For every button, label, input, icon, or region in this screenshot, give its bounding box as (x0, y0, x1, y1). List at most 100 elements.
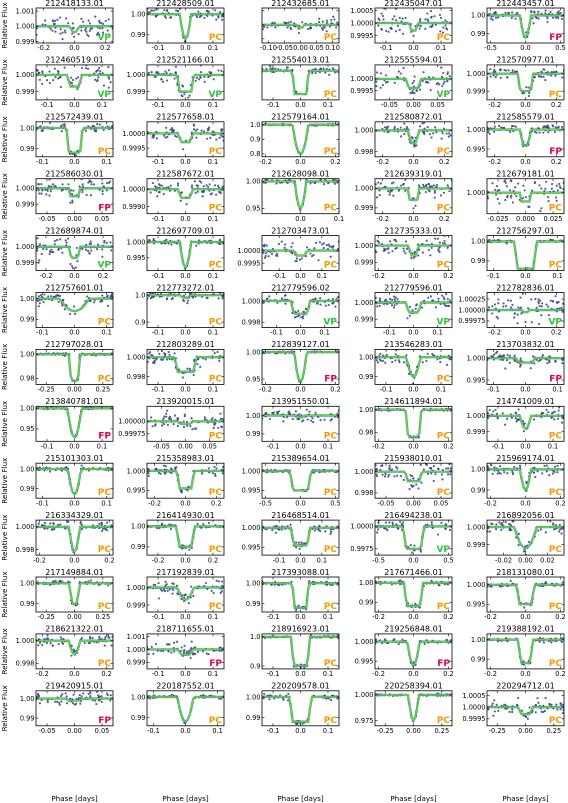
class-label: FP (549, 33, 562, 43)
data-point (387, 190, 390, 193)
panel-plot-area (375, 8, 452, 37)
data-point (330, 18, 333, 22)
data-point (160, 78, 163, 81)
data-point (495, 193, 498, 196)
data-point (321, 20, 324, 23)
data-point (176, 184, 180, 187)
data-point (559, 528, 562, 531)
data-point (395, 349, 398, 352)
data-point (497, 16, 500, 19)
data-point (448, 299, 452, 302)
data-point (74, 266, 77, 269)
data-point (109, 81, 112, 84)
data-point (547, 131, 550, 134)
data-point (541, 353, 544, 357)
class-label: PC (324, 261, 338, 271)
data-point (153, 361, 156, 365)
data-point (183, 415, 186, 418)
class-label: PC (549, 90, 563, 100)
data-point (419, 125, 422, 128)
data-point (219, 10, 222, 14)
data-point (191, 296, 195, 299)
data-point (155, 8, 158, 11)
data-point (283, 294, 287, 297)
model-line (262, 180, 339, 210)
x-tick-label: -0.1 (41, 101, 54, 109)
data-point (86, 67, 90, 70)
data-point (547, 199, 550, 203)
data-point (67, 237, 70, 240)
data-point (101, 190, 104, 193)
x-tick-label: -0.25 (38, 613, 55, 621)
data-point (375, 183, 377, 186)
y-tick-label: 1.00 (20, 295, 35, 303)
data-point (307, 28, 310, 31)
class-label: PC (324, 147, 338, 157)
y-tick-label: 0.99 (471, 257, 486, 265)
x-tick-label: 0.1 (208, 329, 219, 337)
data-point (305, 178, 308, 181)
data-point (78, 185, 81, 188)
data-point (69, 262, 72, 266)
data-point (438, 246, 441, 249)
data-point (492, 410, 495, 413)
data-point (379, 352, 382, 355)
data-point (561, 362, 564, 365)
y-tick-label: 0.99 (20, 600, 35, 608)
data-point (558, 185, 562, 188)
data-point (168, 415, 172, 418)
class-label: PC (98, 602, 112, 612)
data-point (503, 471, 506, 474)
data-point (378, 193, 381, 197)
data-point (432, 132, 435, 135)
y-tick-label: 0.999 (16, 38, 35, 46)
data-point (217, 15, 220, 18)
data-point (194, 79, 197, 82)
model-line (375, 301, 452, 314)
data-point (105, 181, 109, 184)
panel-title: 212555594.01 (384, 56, 443, 65)
data-point (527, 86, 530, 89)
data-point (511, 11, 514, 14)
data-point (502, 302, 505, 305)
data-point (447, 467, 450, 470)
data-point (291, 417, 294, 420)
data-point (546, 126, 549, 129)
data-point (527, 540, 531, 544)
panel-plot-area (262, 64, 339, 96)
data-point (169, 418, 173, 421)
data-point (48, 70, 51, 73)
data-point (159, 358, 163, 361)
x-tick-label: 0.00 (406, 101, 421, 109)
data-point (524, 320, 527, 324)
data-point (534, 16, 537, 19)
class-label: FP (549, 374, 562, 384)
data-point (536, 470, 539, 473)
data-point (90, 249, 93, 252)
data-point (189, 424, 192, 428)
y-tick-label: 0.99 (246, 430, 261, 438)
panel-title: 212779596.01 (384, 283, 443, 292)
model-line (375, 525, 452, 550)
y-tick-label: 1.000 (242, 467, 261, 475)
model-line (36, 468, 113, 496)
data-point (415, 89, 418, 92)
data-point (396, 527, 400, 530)
data-point (69, 312, 72, 316)
data-point (207, 75, 210, 79)
data-point (487, 306, 491, 309)
data-point (560, 421, 564, 424)
class-label: FP (98, 431, 111, 441)
class-label: FP (324, 374, 337, 384)
data-point (380, 12, 383, 15)
data-point (521, 197, 525, 200)
data-point (375, 296, 377, 299)
data-point (391, 18, 394, 21)
y-tick-label: 0.995 (127, 487, 146, 495)
panel-plot-area (147, 521, 224, 551)
data-point (513, 312, 517, 315)
data-point (196, 190, 199, 193)
data-point (72, 35, 76, 38)
